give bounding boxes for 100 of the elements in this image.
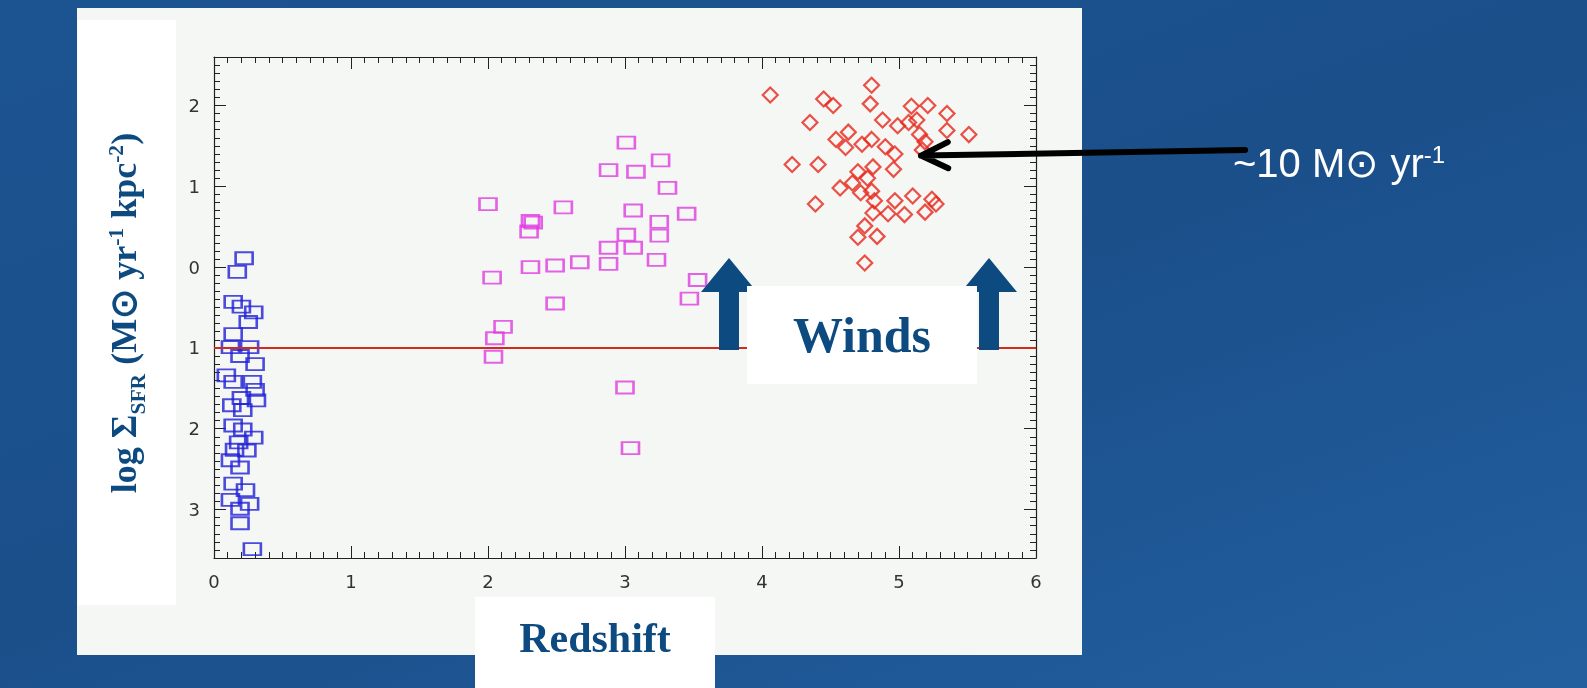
point [240, 340, 260, 355]
y-tick-label: 1 [188, 337, 200, 359]
point [623, 240, 643, 255]
point [910, 125, 929, 144]
point [245, 356, 265, 372]
point [688, 272, 708, 288]
point [904, 187, 922, 205]
point [646, 252, 667, 267]
point [895, 205, 914, 224]
point [220, 453, 241, 468]
point [889, 117, 907, 135]
y-tick-label: 0 [188, 256, 200, 278]
point [229, 435, 249, 450]
point [244, 430, 264, 445]
point [863, 182, 881, 200]
point [626, 164, 646, 179]
y-tick-label: 2 [188, 418, 200, 440]
point [861, 95, 879, 113]
point [478, 196, 498, 212]
point [863, 130, 881, 149]
point [657, 180, 678, 196]
point [545, 296, 565, 311]
point [222, 398, 242, 413]
point [651, 153, 671, 168]
point [809, 155, 827, 174]
point [916, 133, 934, 151]
point [801, 113, 819, 132]
point [919, 96, 937, 115]
point [873, 111, 892, 129]
point [902, 97, 920, 115]
point [615, 380, 635, 395]
point [864, 204, 882, 222]
point [245, 382, 265, 398]
point [616, 135, 636, 150]
x-tick-label: 2 [482, 570, 494, 592]
point [246, 393, 267, 408]
point [230, 460, 250, 475]
point [938, 104, 956, 123]
point [858, 169, 877, 187]
x-tick-label: 0 [208, 570, 220, 592]
point [879, 205, 897, 223]
point [836, 138, 855, 157]
point [865, 192, 883, 210]
point [679, 291, 699, 306]
point [230, 501, 250, 516]
annotation: Winds [747, 286, 977, 384]
point [238, 314, 258, 330]
point [616, 227, 636, 242]
point [520, 260, 541, 275]
point [839, 123, 857, 141]
point [620, 441, 641, 456]
y-tick-label: 1 [188, 175, 200, 197]
point [824, 96, 842, 115]
point [519, 224, 539, 239]
point [220, 492, 241, 507]
point [923, 190, 941, 208]
point [234, 251, 254, 266]
point [237, 443, 257, 458]
point [886, 145, 904, 163]
point [231, 390, 251, 406]
point [864, 158, 882, 176]
point [960, 125, 978, 144]
y-tick-label: 3 [188, 499, 200, 521]
x-axis-title: Redshift [475, 597, 715, 688]
point [831, 179, 849, 197]
point [223, 294, 243, 309]
point [598, 240, 619, 255]
point [224, 442, 245, 457]
point [493, 319, 513, 334]
point [223, 374, 243, 389]
point [783, 155, 801, 174]
point [649, 214, 669, 229]
point [863, 76, 881, 94]
point [483, 349, 504, 364]
x-tick-label: 5 [893, 570, 905, 592]
x-tick-label: 1 [345, 570, 357, 592]
point [623, 203, 643, 218]
point [570, 255, 590, 270]
point [482, 270, 502, 285]
point [598, 256, 619, 271]
point [849, 163, 867, 181]
point [242, 542, 262, 557]
point [231, 299, 251, 314]
point [761, 86, 779, 104]
point [230, 516, 250, 531]
point [876, 138, 894, 156]
point [827, 130, 845, 149]
point [485, 331, 505, 346]
point [815, 90, 833, 108]
point [240, 496, 260, 511]
point [244, 305, 264, 320]
point [220, 340, 241, 355]
point [856, 217, 874, 235]
point [230, 348, 250, 364]
x-tick-label: 3 [619, 570, 631, 592]
point [223, 476, 243, 491]
point [868, 227, 886, 245]
point [235, 483, 256, 498]
y-tick-label: 2 [188, 94, 200, 116]
point [884, 160, 903, 178]
